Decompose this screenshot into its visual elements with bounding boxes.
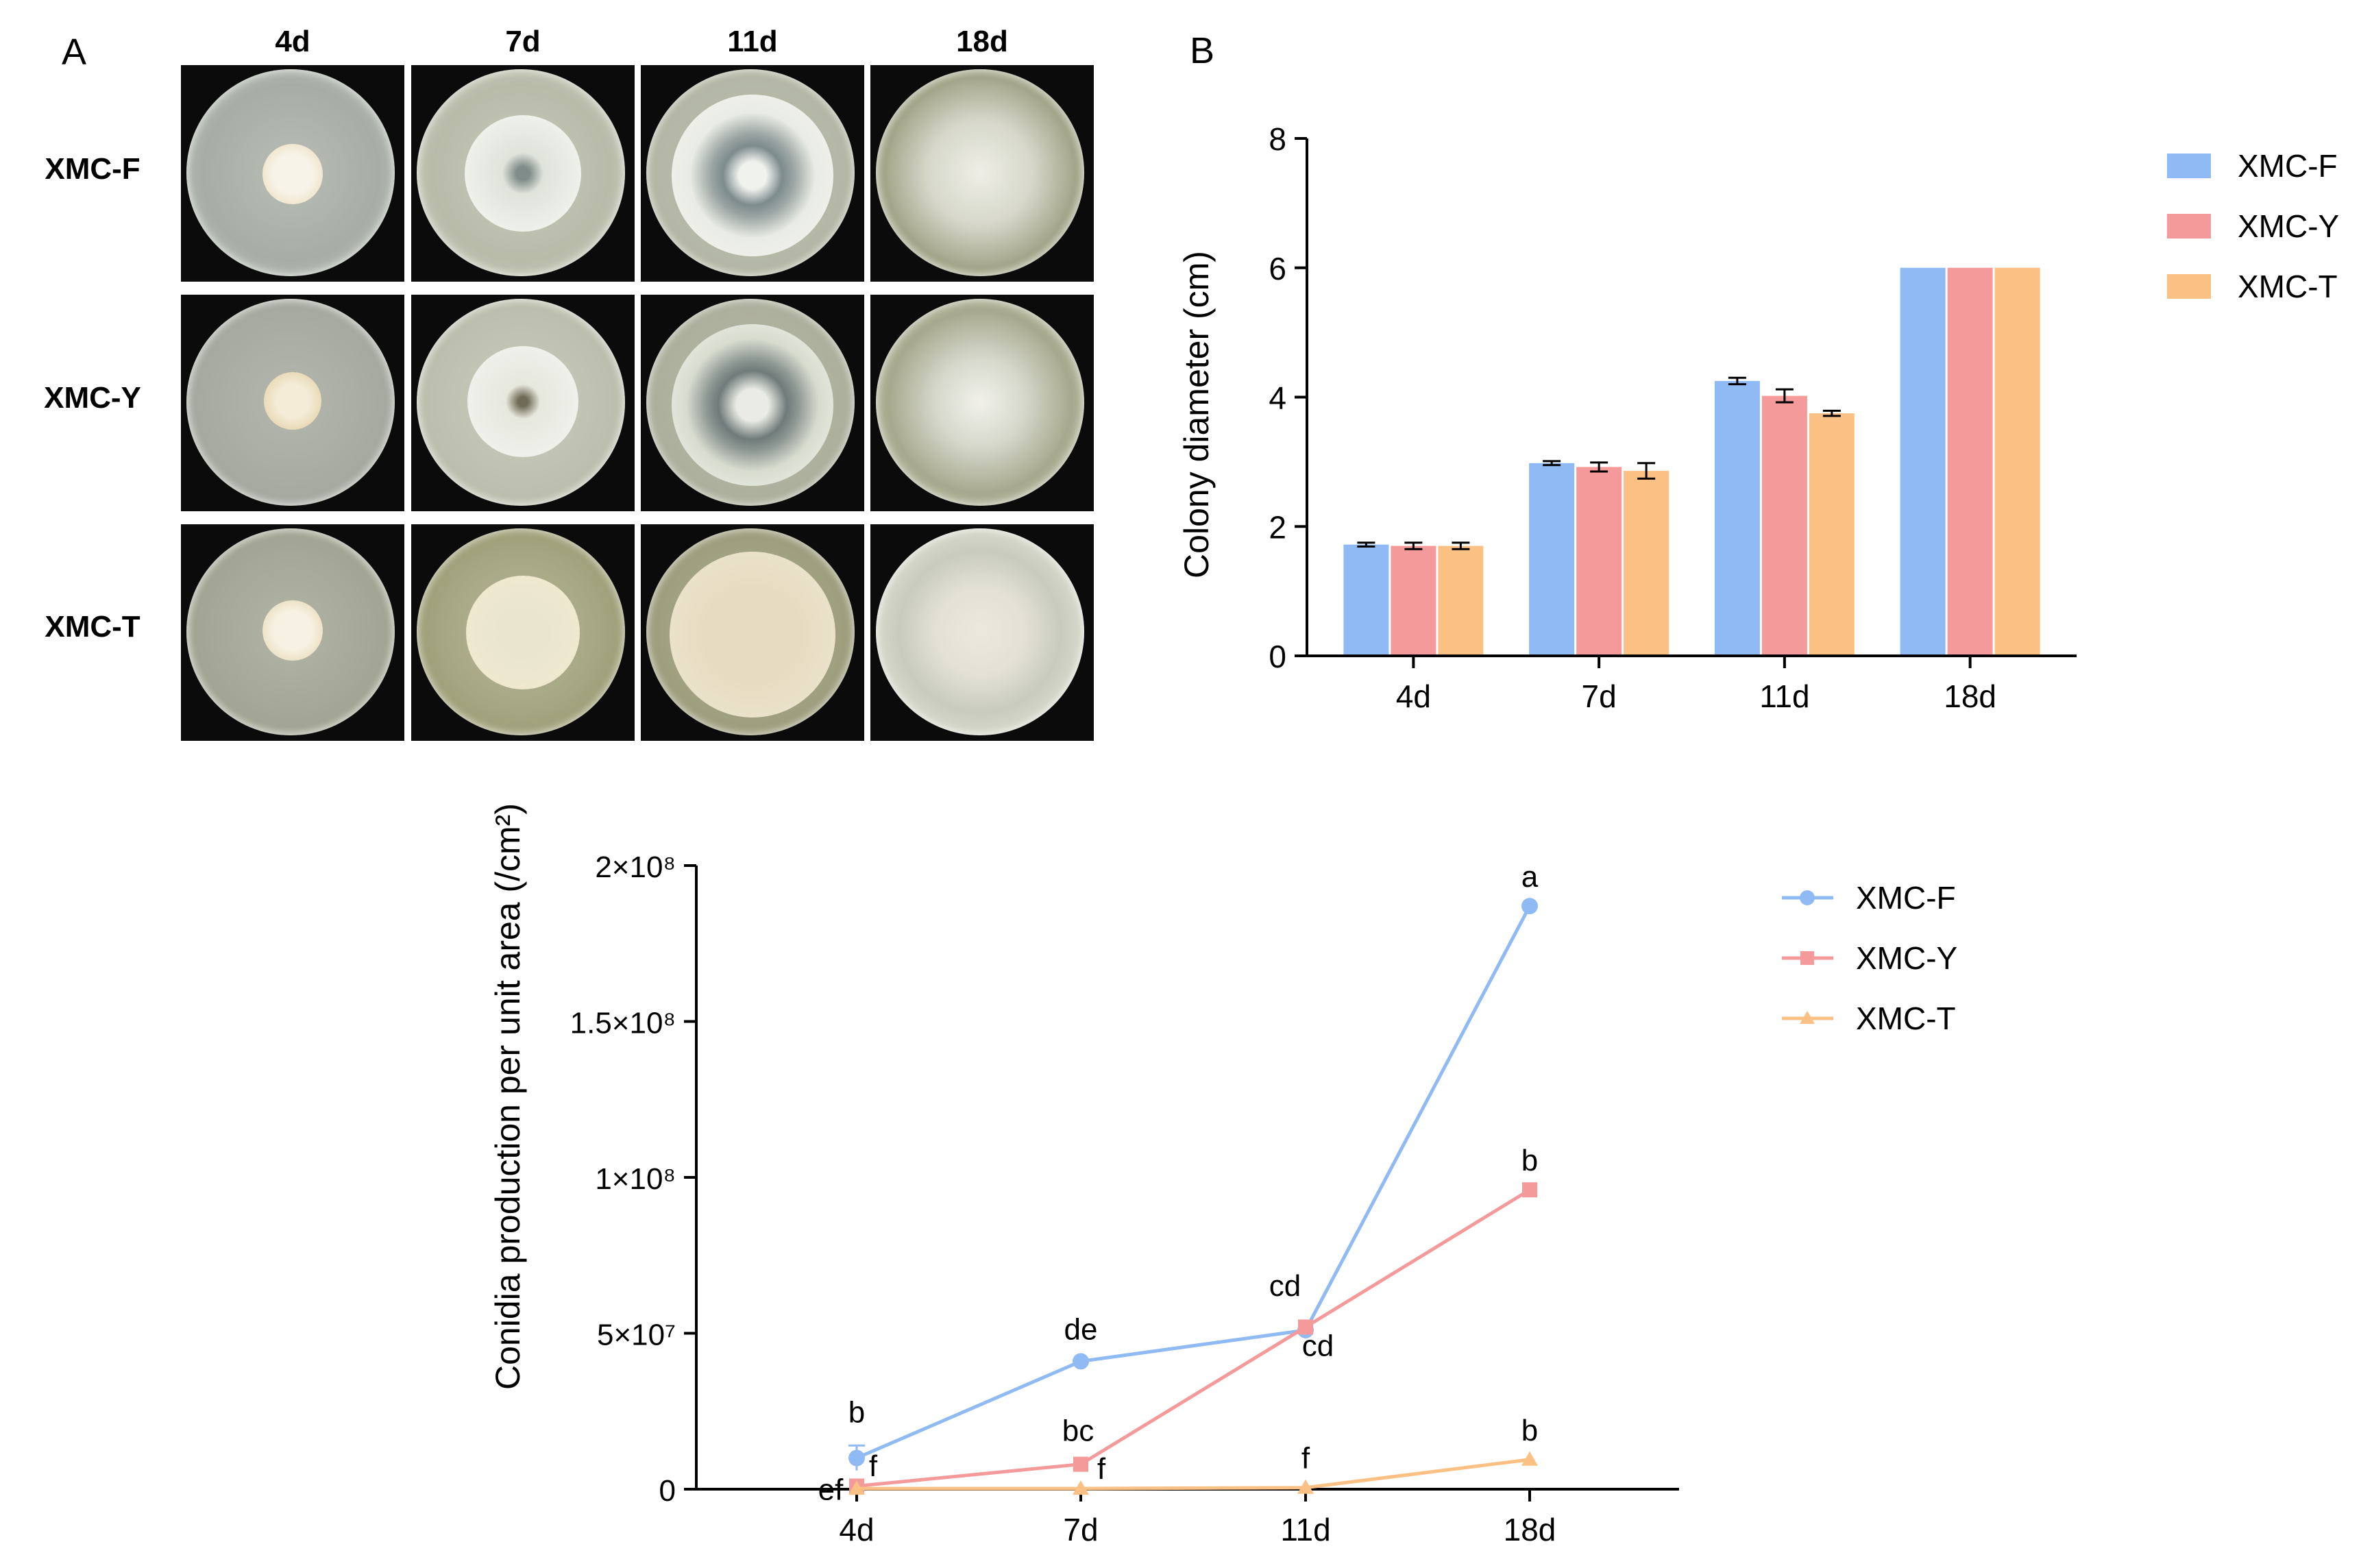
line-xmc-t (857, 1458, 1530, 1491)
line-xmc-y (856, 1188, 1531, 1488)
marker-xmc-f-18d (1521, 898, 1538, 915)
legend-swatch-xmc-y (2167, 214, 2211, 238)
significance-letter-xmc-f-11d: cd (1269, 1269, 1301, 1303)
panel-b-y-tick-label: 6 (1269, 251, 1286, 286)
marker-xmc-y-11d (1298, 1319, 1313, 1335)
panel-b-y-axis-label: Colony diameter (cm) (1177, 251, 1216, 578)
bar-xmc-f-4d (1343, 544, 1389, 656)
marker-xmc-f-7d (1073, 1353, 1089, 1370)
legend-marker-xmc-y (1800, 951, 1814, 965)
significance-letter-xmc-t-11d: f (1301, 1442, 1310, 1475)
row-label-xmc-y: XMC-Y (44, 381, 141, 415)
plate-xmc-f-18d (870, 65, 1094, 282)
legend-swatch-xmc-f (2167, 154, 2211, 178)
bar-xmc-y-18d (1947, 267, 1993, 656)
plate-xmc-t-11d (641, 524, 864, 741)
legend-marker-xmc-t (1800, 1011, 1815, 1024)
significance-letter-xmc-y-7d: bc (1062, 1414, 1094, 1448)
bar-xmc-t-18d (1994, 267, 2040, 656)
significance-letter-xmc-y-11d: cd (1302, 1329, 1334, 1362)
panel-c-line-chart: C Conidia production per unit area (/cm²… (489, 803, 1957, 1547)
panel-c-y-axis-label: Conidia production per unit area (/cm²) (489, 803, 527, 1390)
bar-xmc-t-4d (1438, 546, 1484, 656)
bar-xmc-y-11d (1761, 395, 1807, 656)
plate-xmc-t-7d (411, 524, 635, 741)
legend-label-xmc-t: XMC-T (1856, 1001, 1956, 1036)
marker-xmc-t-11d (1297, 1479, 1314, 1494)
legend-label-xmc-t: XMC-T (2238, 269, 2338, 304)
bar-xmc-t-11d (1809, 413, 1855, 656)
significance-letter-xmc-t-7d: f (1097, 1452, 1106, 1486)
panel-c-x-tick-label-7d: 7d (1063, 1512, 1098, 1547)
panel-b-bar-chart: B Colony diameter (cm) 0 2 4 6 8 4d 7d 11d 18d X… (1177, 30, 2339, 714)
significance-letter-xmc-y-18d: b (1521, 1144, 1538, 1177)
panel-c-x-tick-label-4d: 4d (839, 1512, 874, 1547)
panel-c-y-tick-label: 0 (659, 1474, 676, 1508)
plate-xmc-y-18d (870, 295, 1094, 511)
panel-a-letter: A (62, 32, 87, 73)
panel-b-x-tick-label-4d: 4d (1396, 678, 1431, 714)
column-label-4d: 4d (275, 25, 310, 58)
column-label-18d: 18d (956, 25, 1008, 58)
panel-c-legend: XMC-F XMC-Y XMC-T (1782, 880, 1957, 1036)
significance-letter-xmc-f-4d: b (848, 1396, 865, 1430)
plate-xmc-y-11d (641, 295, 864, 511)
legend-label-xmc-f: XMC-F (2238, 148, 2338, 184)
marker-xmc-y-18d (1522, 1182, 1537, 1198)
panel-b-x-tick-label-18d: 18d (1944, 678, 1996, 714)
panel-c-y-tick-label: 2×10⁸ (595, 850, 676, 884)
panel-c-x-tick-label-18d: 18d (1504, 1512, 1556, 1547)
plate-xmc-f-11d (641, 65, 864, 282)
legend-label-xmc-y: XMC-Y (1856, 940, 1957, 976)
marker-xmc-t-18d (1521, 1451, 1538, 1466)
bar-xmc-f-11d (1714, 380, 1760, 656)
legend-label-xmc-y: XMC-Y (2238, 208, 2339, 244)
bar-xmc-f-18d (1900, 267, 1946, 656)
panel-c-y-tick-label: 1.5×10⁸ (570, 1007, 676, 1040)
panel-c-x-tick-label-11d: 11d (1280, 1512, 1330, 1547)
marker-xmc-t-4d (848, 1480, 865, 1495)
panel-b-x-tick-label-7d: 7d (1582, 678, 1617, 714)
panel-b-y-tick-label: 8 (1269, 121, 1286, 157)
significance-letter-xmc-t-18d: b (1521, 1414, 1538, 1447)
significance-letter-xmc-t-4d: f (869, 1449, 878, 1483)
row-label-xmc-f: XMC-F (45, 152, 140, 186)
column-label-11d: 11d (727, 25, 778, 58)
panel-a-plate-photos: A 4d 7d 11d 18d XMC-F XMC-Y XMC-T (0, 0, 1124, 754)
plate-xmc-t-4d (181, 524, 404, 741)
plate-xmc-y-7d (411, 295, 635, 511)
plate-xmc-f-4d (181, 65, 404, 282)
legend-marker-xmc-f (1800, 890, 1815, 905)
row-label-xmc-t: XMC-T (45, 610, 140, 644)
marker-xmc-t-7d (1073, 1480, 1089, 1495)
panel-b-letter: B (1190, 30, 1214, 71)
significance-letter-xmc-f-18d: a (1521, 860, 1539, 894)
bar-xmc-t-7d (1624, 471, 1669, 656)
plate-xmc-t-18d (870, 524, 1094, 741)
panel-b-legend: XMC-F XMC-Y XMC-T (2167, 148, 2339, 304)
marker-xmc-y-7d (1073, 1456, 1088, 1472)
legend-label-xmc-f: XMC-F (1856, 880, 1956, 916)
panel-c-y-tick-label: 5×10⁷ (597, 1319, 676, 1352)
plate-xmc-f-7d (411, 65, 635, 282)
significance-letter-xmc-f-7d: de (1064, 1312, 1098, 1346)
panel-b-y-tick-label: 2 (1269, 509, 1286, 545)
column-label-7d: 7d (505, 25, 541, 58)
bar-xmc-y-4d (1391, 546, 1436, 656)
panel-c-y-tick-label: 1×10⁸ (595, 1162, 676, 1196)
line-xmc-f (856, 905, 1532, 1460)
bar-xmc-y-7d (1576, 467, 1622, 656)
bar-xmc-f-7d (1529, 463, 1575, 656)
panel-b-y-tick-label: 4 (1269, 380, 1286, 416)
significance-letter-xmc-y-4d: ef (818, 1473, 844, 1506)
panel-b-y-tick-label: 0 (1269, 639, 1286, 674)
plate-xmc-y-4d (181, 295, 404, 511)
panel-b-x-tick-label-11d: 11d (1759, 678, 1809, 714)
legend-swatch-xmc-t (2167, 274, 2211, 299)
